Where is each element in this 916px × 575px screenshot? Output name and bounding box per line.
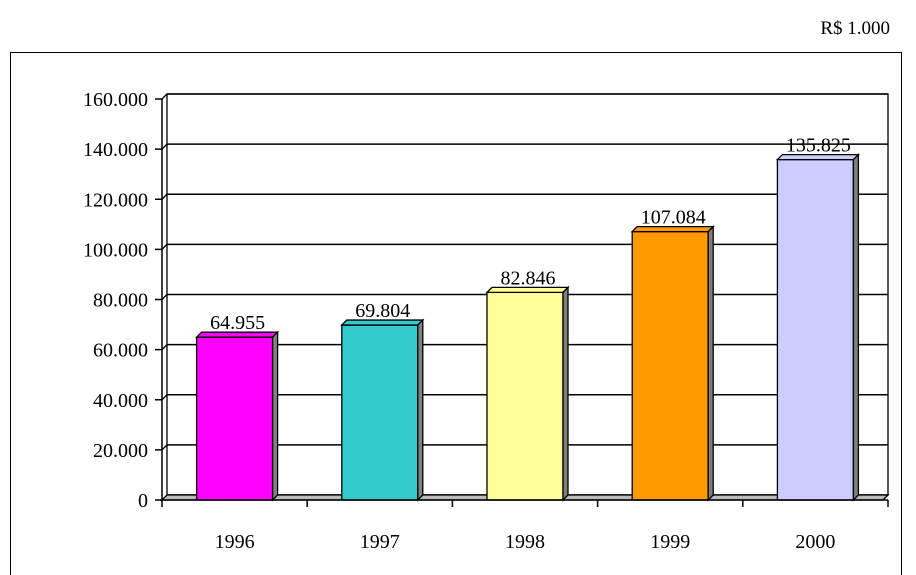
- bar-side-1996: [271, 330, 279, 502]
- unit-label: R$ 1.000: [820, 18, 890, 39]
- bar-2000: [776, 158, 855, 501]
- x-tick-label-1997: 1997: [360, 531, 400, 553]
- gridline-diagonal: [161, 294, 168, 300]
- y-tick-label: 100.000: [83, 239, 148, 261]
- data-label-1999: 107.084: [641, 207, 706, 229]
- y-tick-label: 140.000: [83, 139, 148, 161]
- y-tick-label: 40.000: [93, 390, 148, 412]
- bar-side-2000: [852, 153, 860, 502]
- x-tick-label-2000: 2000: [795, 531, 835, 553]
- gridline-diagonal: [161, 394, 168, 401]
- labels: 64.955 1996 69.804 1997 82.846 1998 107.084 199…: [83, 89, 851, 553]
- axes: [155, 98, 889, 507]
- bar-side-1999: [707, 225, 714, 502]
- bar-side-1998: [562, 285, 569, 502]
- data-label-1998: 82.846: [501, 267, 556, 289]
- gridline-diagonal: [161, 93, 168, 100]
- bar-1999: [631, 230, 709, 501]
- y-tick-label: 80.000: [93, 290, 148, 312]
- y-tick-label: 20.000: [93, 440, 148, 462]
- gridline-diagonal: [161, 193, 168, 200]
- bar-side-1997: [417, 318, 424, 502]
- data-label-1996: 64.955: [210, 312, 265, 334]
- y-tick-label: 60.000: [93, 340, 148, 362]
- x-tick-label-1996: 1996: [215, 531, 255, 553]
- bar-1998: [486, 291, 564, 501]
- y-tick-label: 120.000: [83, 189, 148, 211]
- x-tick-label-1998: 1998: [505, 531, 545, 553]
- chart-frame: [10, 52, 902, 575]
- bar-1997: [341, 324, 419, 501]
- y-tick-label: 0: [138, 490, 148, 512]
- gridline-diagonal: [161, 444, 168, 451]
- y-tick-label: 160.000: [83, 89, 148, 111]
- bar-1996: [195, 336, 274, 501]
- data-label-1997: 69.804: [355, 300, 410, 322]
- gridline-diagonal: [161, 143, 168, 150]
- data-label-2000: 135.825: [786, 135, 851, 157]
- x-tick-label-1999: 1999: [650, 531, 690, 553]
- bars: [195, 153, 860, 502]
- gridline-diagonal: [161, 344, 168, 351]
- gridline-diagonal: [161, 243, 168, 250]
